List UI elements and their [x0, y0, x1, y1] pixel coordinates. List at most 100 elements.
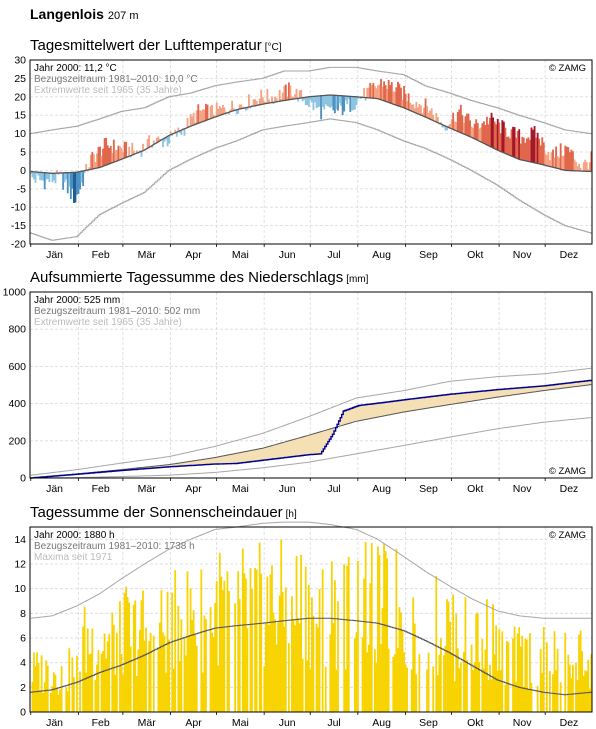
temperature-anomaly-bar — [152, 140, 155, 145]
sunshine-day-bar — [306, 660, 309, 712]
temperature-anomaly-bar — [578, 163, 581, 171]
sunshine-day-bar — [220, 576, 223, 712]
temperature-anomaly-bar — [102, 148, 105, 167]
precipitation-legend-line: Bezugszeitraum 1981–2010: 502 mm — [34, 306, 200, 317]
temperature-anomaly-bar — [453, 121, 456, 131]
sunshine-day-bar — [255, 569, 258, 712]
temperature-anomaly-bar — [510, 129, 513, 157]
temperature-anomaly-bar — [286, 96, 289, 101]
temperature-anomaly-bar — [484, 125, 487, 145]
sunshine-day-bar — [194, 634, 197, 712]
temperature-anomaly-bar — [203, 109, 206, 122]
sunshine-xtick-label: Apr — [185, 717, 202, 729]
temperature-anomaly-bar — [412, 104, 415, 112]
temperature-anomaly-bar — [573, 159, 576, 171]
temperature-anomaly-bar — [521, 136, 524, 161]
temperature-anomaly-bar — [254, 99, 257, 106]
sunshine-day-bar — [584, 670, 587, 712]
sunshine-day-bar — [478, 661, 481, 712]
temperature-anomaly-bar — [218, 106, 221, 116]
sunshine-day-bar — [501, 631, 504, 712]
temperature-anomaly-bar — [205, 103, 207, 121]
sunshine-day-bar — [132, 604, 135, 712]
sunshine-day-bar — [82, 626, 84, 712]
sunshine-xtick-label: Dez — [560, 717, 579, 729]
sunshine-day-bar — [576, 679, 579, 712]
sunshine-ytick-label: 12 — [14, 559, 26, 571]
temperature-anomaly-bar — [31, 171, 34, 178]
sunshine-day-bar — [330, 561, 333, 712]
temperature-anomaly-bar — [289, 85, 292, 100]
sunshine-day-bar — [283, 626, 286, 712]
temperature-anomaly-bar — [381, 86, 384, 101]
temperature-ytick-label: -20 — [11, 239, 26, 251]
sunshine-day-bar — [217, 665, 220, 712]
sunshine-day-bar — [162, 632, 164, 712]
sunshine-ytick-label: 0 — [20, 707, 26, 719]
sunshine-day-bar — [137, 649, 140, 712]
sunshine-day-bar — [280, 540, 283, 712]
sunshine-day-bar — [400, 612, 402, 712]
temperature-xtick-label: Aug — [372, 249, 391, 261]
sunshine-max-line — [30, 521, 592, 619]
sunshine-day-bar — [504, 684, 507, 712]
sunshine-day-bar — [191, 620, 194, 712]
temperature-anomaly-bar — [487, 124, 490, 146]
sunshine-day-bar — [312, 615, 315, 712]
temperature-anomaly-bar — [547, 151, 550, 167]
precipitation-xtick-label: Dez — [560, 483, 579, 495]
temperature-anomaly-bar — [544, 153, 547, 166]
temperature-anomaly-bar — [556, 156, 559, 169]
temperature-anomaly-bar — [355, 96, 358, 105]
temperature-ytick-label: 10 — [14, 128, 26, 140]
temperature-anomaly-bar — [135, 150, 138, 154]
sunshine-day-bar — [321, 569, 324, 712]
temperature-anomaly-bar — [225, 111, 227, 114]
precipitation-year-line — [30, 379, 592, 479]
sunshine-day-bar — [34, 666, 37, 712]
temperature-anomaly-bar — [459, 104, 462, 133]
temperature-anomaly-bar — [430, 108, 433, 120]
sunshine-day-bar — [272, 612, 275, 712]
sunshine-day-bar — [123, 592, 126, 712]
sunshine-panel-title: Tagessumme der Sonnenscheindauer [h] — [30, 504, 297, 521]
sunshine-day-bar — [545, 642, 548, 712]
temperature-anomaly-bar — [369, 82, 372, 98]
sunshine-day-bar — [587, 659, 590, 712]
temperature-anomaly-bar — [39, 172, 42, 181]
sunshine-day-bar — [439, 638, 442, 712]
precipitation-normal-line — [30, 384, 592, 479]
temperature-anomaly-bar — [37, 172, 40, 176]
temperature-anomaly-bar — [42, 172, 45, 181]
sunshine-day-bar — [281, 591, 284, 712]
sunshine-day-bar — [353, 638, 356, 712]
sunshine-day-bar — [188, 635, 190, 712]
sunshine-day-bar — [218, 552, 221, 712]
precipitation-ytick-label: 600 — [8, 361, 26, 373]
sunshine-day-bar — [215, 581, 218, 712]
temperature-anomaly-bar — [246, 107, 249, 110]
temperature-anomaly-bar — [550, 152, 553, 167]
temperature-anomaly-bar — [280, 98, 283, 102]
temperature-anomaly-bar — [114, 150, 117, 162]
temperature-anomaly-bar — [122, 152, 124, 159]
temperature-anomaly-bar — [504, 127, 507, 154]
sunshine-legend-line: Bezugszeitraum 1981–2010: 1738 h — [34, 541, 195, 552]
temperature-anomaly-bar — [111, 153, 114, 163]
temperature-anomaly-bar — [303, 97, 306, 100]
temperature-xtick-label: Jun — [279, 249, 296, 261]
temperature-anomaly-bar — [344, 96, 347, 101]
temperature-legend-line: Jahr 2000: 11,2 °C — [34, 63, 117, 74]
sunshine-day-bar — [516, 633, 519, 712]
temperature-anomaly-bar — [530, 127, 533, 163]
temperature-anomaly-bar — [473, 123, 476, 139]
temperature-anomaly-bar — [582, 162, 585, 172]
sunshine-day-bar — [311, 597, 313, 712]
sunshine-xtick-label: Feb — [92, 717, 110, 729]
sunshine-day-bar — [555, 670, 557, 712]
temperature-anomaly-bar — [177, 127, 180, 132]
sunshine-day-bar — [427, 652, 430, 712]
temperature-anomaly-bar — [180, 130, 183, 135]
temperature-anomaly-bar — [455, 122, 458, 131]
sunshine-day-bar — [266, 576, 269, 712]
